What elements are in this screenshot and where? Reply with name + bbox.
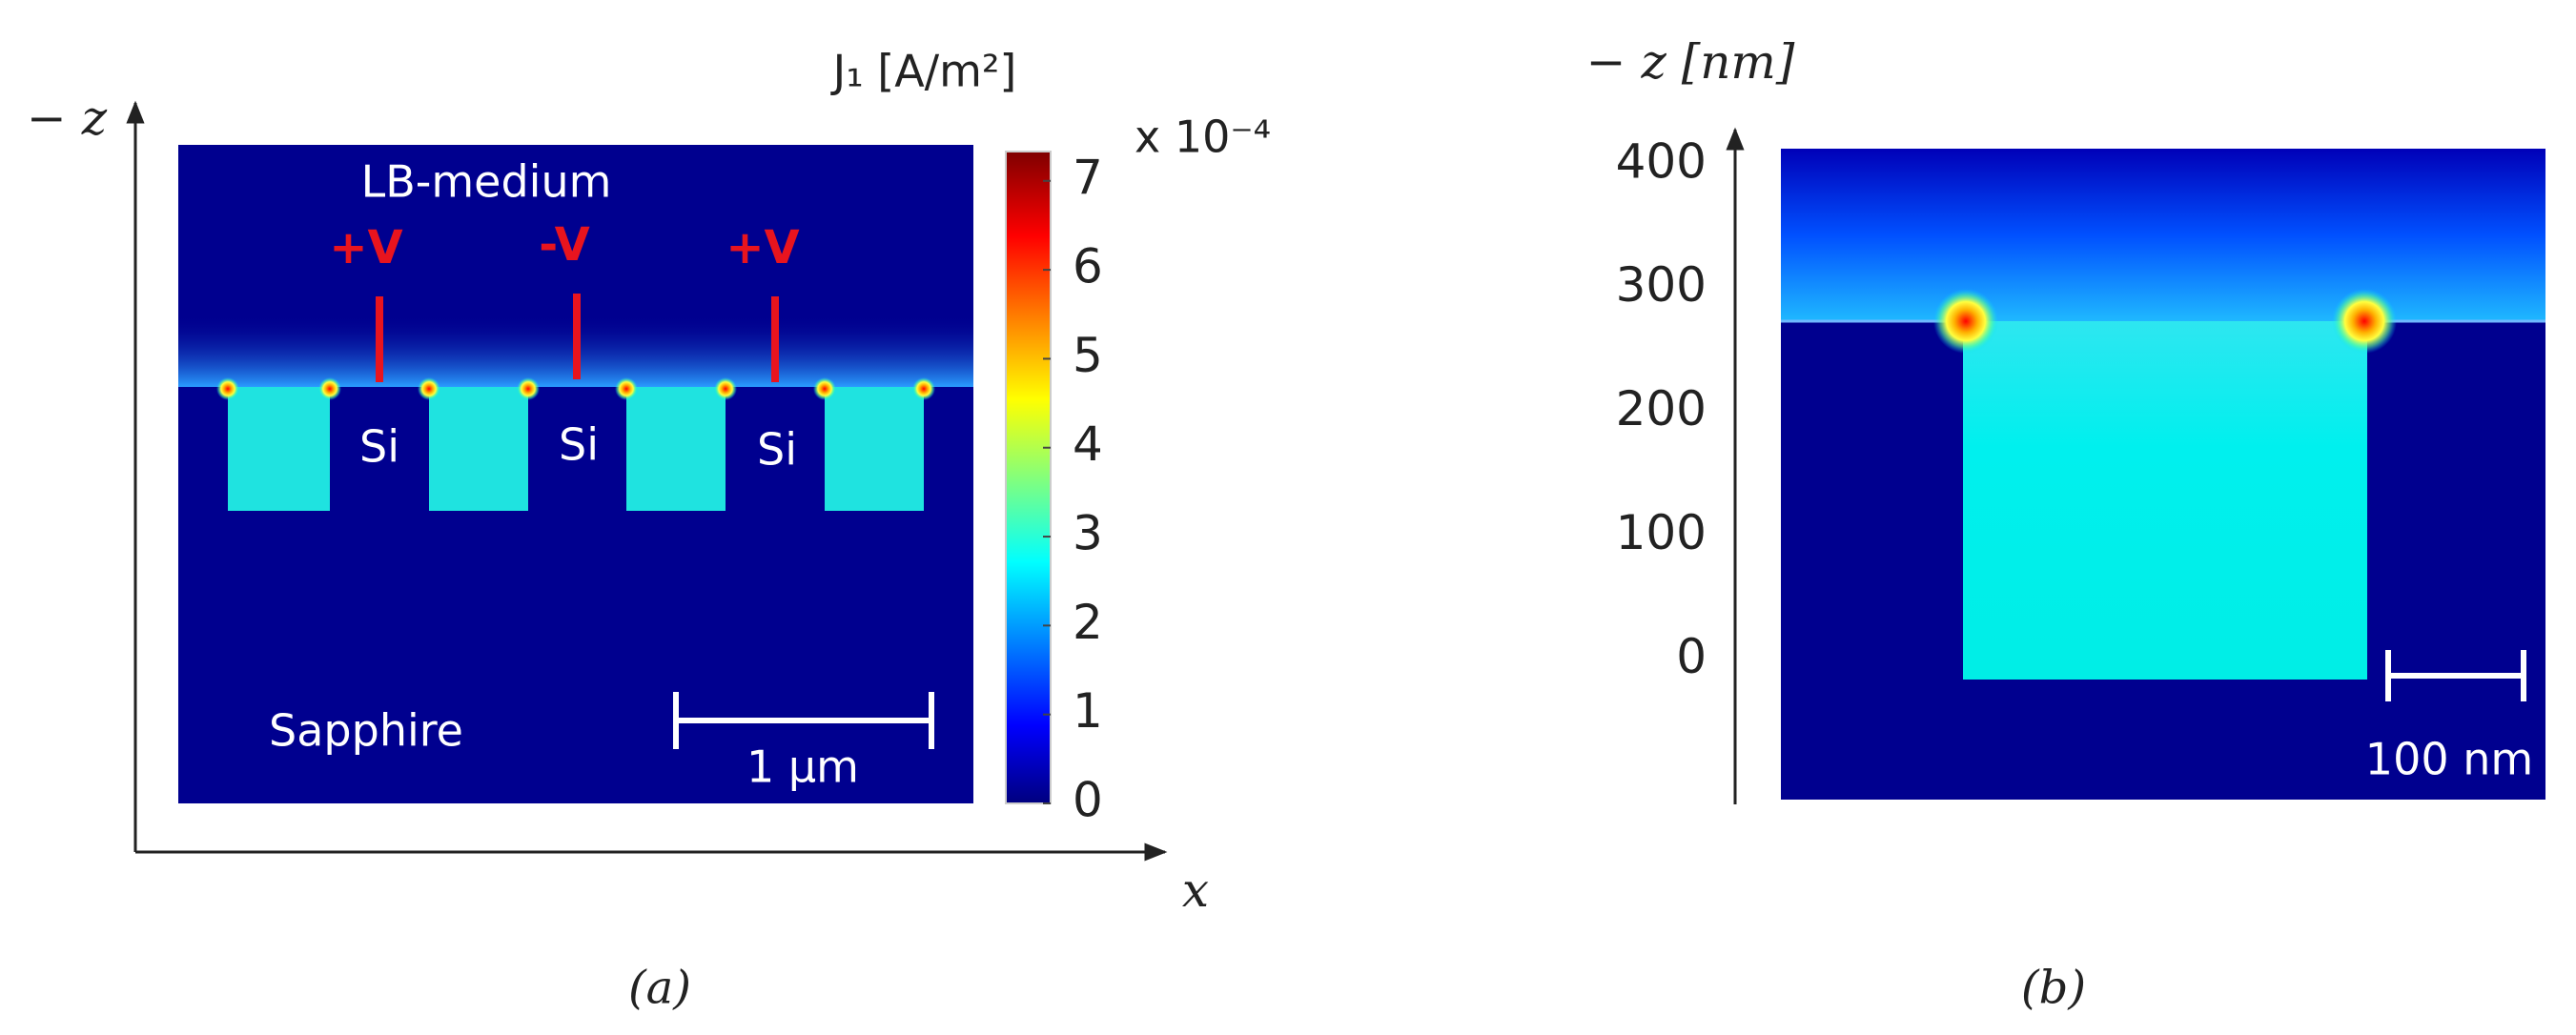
electrode-label: -V [539, 218, 590, 272]
electrode-label: +V [329, 221, 402, 274]
field-glow [1781, 149, 2545, 321]
material-label: Si [559, 419, 599, 471]
y-tick-label: 100 [1616, 505, 1707, 560]
y-tick-label: 400 [1616, 133, 1707, 189]
z-axis-label: − z [nm] [1586, 34, 1795, 90]
substrate-label: Sapphire [269, 705, 463, 757]
colorbar-tick-label: 3 [1073, 506, 1103, 561]
trench [1963, 321, 2367, 680]
colorbar-multiplier: x 10⁻⁴ [1135, 112, 1271, 163]
colorbar-tick-label: 6 [1073, 239, 1103, 294]
z-axis-label: − z [27, 91, 108, 146]
scale-bar [673, 692, 934, 749]
colorbar-tick-label: 2 [1073, 595, 1103, 650]
trench [228, 387, 330, 511]
colorbar-title: J₁ [A/m²] [830, 46, 1017, 97]
caption: (a) [628, 962, 691, 1015]
material-label: Si [757, 424, 797, 476]
caption: (b) [2021, 962, 2086, 1015]
trench [626, 387, 726, 511]
electrodes [376, 294, 779, 382]
y-tick-label: 200 [1616, 381, 1707, 436]
hot-spot [1933, 289, 1998, 354]
material-label: Si [359, 421, 399, 473]
hot-spot [2332, 289, 2397, 354]
hot-spots [216, 377, 935, 400]
colorbar-tick-label: 5 [1073, 328, 1103, 383]
colorbar-tick-label: 0 [1073, 773, 1103, 828]
colorbar: J₁ [A/m²] x 10⁻⁴ 0 1 2 3 4 5 6 7 [830, 46, 1271, 828]
electrode-label: +V [726, 221, 799, 274]
trench [825, 387, 924, 511]
colorbar-tick-label: 7 [1073, 150, 1103, 205]
colorbar-gradient [1005, 151, 1052, 804]
trench [429, 387, 528, 511]
medium-label: LB-medium [361, 156, 612, 208]
scale-bar [2385, 650, 2526, 701]
colorbar-tick-label: 1 [1073, 683, 1103, 739]
panel-b: − z [nm] 100 nm (b) 0 100 200 300 400 [1586, 34, 2545, 1015]
colorbar-tick-label: 4 [1073, 416, 1103, 472]
x-axis-label: x [1182, 862, 1209, 918]
y-tick-label: 300 [1616, 257, 1707, 313]
panel-a: − z x +V -V +V LB-medium Si Si Si Sapphi… [27, 91, 1209, 1015]
scale-bar-label: 100 nm [2365, 734, 2533, 785]
y-tick-label: 0 [1676, 629, 1707, 684]
trenches [228, 387, 924, 511]
scale-bar-label: 1 µm [746, 741, 859, 793]
